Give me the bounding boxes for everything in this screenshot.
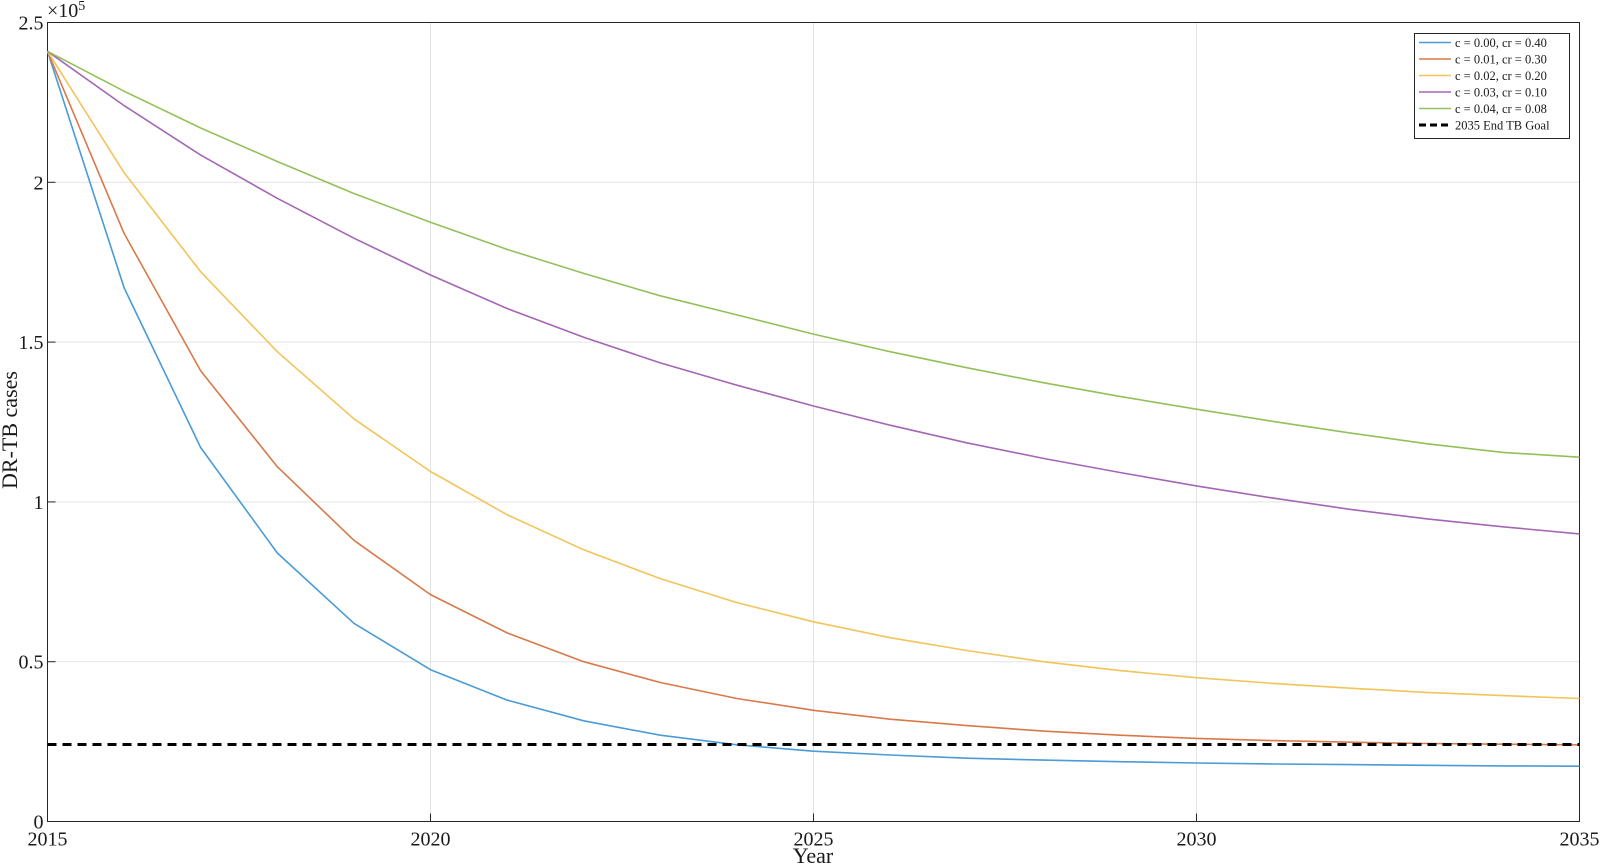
legend-label: c = 0.00, cr = 0.40: [1455, 36, 1547, 50]
legend-label: c = 0.04, cr = 0.08: [1455, 102, 1547, 116]
y-axis-label: DR-TB cases: [0, 371, 22, 489]
y-exponent-label: ×105: [47, 0, 85, 22]
series-line: [46, 50, 1580, 746]
x-axis-label: Year: [793, 843, 834, 865]
legend: c = 0.00, cr = 0.40 c = 0.01, cr = 0.30 c …: [1414, 33, 1570, 139]
legend-box: [1414, 33, 1570, 139]
legend-label: c = 0.02, cr = 0.20: [1455, 69, 1547, 83]
y-tick-label: 1: [34, 492, 44, 514]
x-tick-label: 2030: [1177, 829, 1217, 851]
y-tick-label: 2.5: [19, 13, 44, 35]
grid: [47, 22, 1580, 822]
x-tick-label: 2015: [28, 829, 68, 851]
y-tick-label: 2: [34, 172, 44, 194]
series-lines: [46, 50, 1580, 768]
x-tick-label: 2020: [411, 829, 451, 851]
legend-label: c = 0.03, cr = 0.10: [1455, 86, 1547, 100]
series-line: [47, 50, 1580, 458]
y-tick-label: 0.5: [19, 652, 44, 674]
x-tick-label: 2025: [794, 829, 834, 851]
y-tick-label: 1.5: [19, 332, 44, 354]
axis-ticks: 2015 2020 2025 2030 2035 0 0.5 1 1.5 2 2.5: [19, 13, 1600, 851]
legend-label: c = 0.01, cr = 0.30: [1455, 53, 1547, 67]
series-line: [46, 50, 1580, 700]
series-line: [47, 50, 1580, 535]
series-line: [46, 51, 1580, 768]
legend-label: 2035 End TB Goal: [1455, 119, 1550, 133]
y-tick-label: 0: [34, 812, 44, 834]
x-tick-label: 2035: [1560, 829, 1600, 851]
